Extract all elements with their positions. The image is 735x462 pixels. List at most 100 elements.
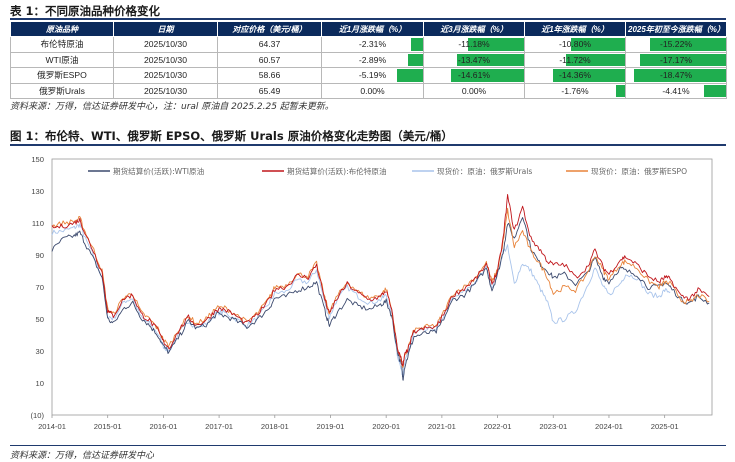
header-price: 对应价格（美元/桶） bbox=[217, 21, 322, 37]
bar-fill bbox=[571, 38, 625, 51]
x-tick-label: 2020-01 bbox=[372, 422, 400, 431]
y-tick-label: 110 bbox=[32, 219, 44, 228]
cell-ytd-text: -17.17% bbox=[659, 54, 692, 65]
cell-date: 2025/10/30 bbox=[113, 82, 218, 99]
y-tick-label: 90 bbox=[36, 251, 44, 260]
x-tick-label: 2018-01 bbox=[261, 422, 289, 431]
x-tick-label: 2016-01 bbox=[149, 422, 177, 431]
cell-1m-text: -5.19% bbox=[358, 70, 387, 81]
series-line bbox=[51, 223, 671, 378]
cell-price: 60.57 bbox=[217, 51, 322, 68]
cell-3m-text: -13.47% bbox=[457, 54, 490, 65]
cell-ytd-change: -17.17% bbox=[625, 51, 727, 68]
cell-name: 俄罗斯Urals bbox=[10, 82, 114, 99]
x-tick-label: 2017-01 bbox=[205, 422, 233, 431]
cell-1m-text: 0.00% bbox=[360, 85, 385, 96]
bar-fill bbox=[456, 53, 524, 66]
oil-price-line-chart: 150 130 110 90 70 50 30 10 (10) 2014-01 2015-01 201… bbox=[30, 155, 713, 431]
legend-entry: 现货价：原油：俄罗斯ESPO bbox=[591, 166, 687, 176]
table-row: 俄罗斯ESPO 2025/10/30 58.66 -5.19% -14.61% … bbox=[10, 67, 727, 84]
plot-frame bbox=[51, 158, 713, 416]
cell-3m-change: -13.47% bbox=[423, 51, 525, 68]
cell-1y-text: -10.80% bbox=[558, 39, 591, 50]
header-date: 日期 bbox=[113, 21, 218, 37]
figure-source-note: 资料来源：万得，信达证券研发中心 bbox=[10, 451, 155, 461]
header-crude-type: 原油品种 bbox=[10, 21, 114, 37]
bar-fill bbox=[640, 53, 726, 66]
legend-entry: 期货结算价(活跃):布伦特原油 bbox=[287, 166, 387, 176]
header-ytd-change: 2025年初至今涨跌幅（%） bbox=[625, 21, 727, 37]
cell-3m-text: -11.18% bbox=[458, 39, 490, 50]
table-row: 布伦特原油 2025/10/30 64.37 -2.31% -11.18% -1… bbox=[10, 36, 727, 53]
bar-fill bbox=[450, 69, 524, 82]
cell-1y-text: -11.72% bbox=[559, 54, 591, 65]
bar-fill bbox=[616, 84, 625, 97]
cell-price: 64.37 bbox=[217, 36, 322, 53]
bar-fill bbox=[408, 53, 423, 66]
bar-fill bbox=[553, 69, 625, 82]
cell-1m-text: -2.31% bbox=[358, 39, 387, 50]
cell-date: 2025/10/30 bbox=[113, 67, 218, 84]
x-tick-label: 2022-01 bbox=[484, 422, 512, 431]
cell-3m-text: 0.00% bbox=[461, 85, 487, 96]
x-tick-label: 2025-01 bbox=[651, 422, 679, 431]
cell-3m-change: 0.00% bbox=[423, 82, 525, 99]
x-tick-label: 2024-01 bbox=[595, 422, 623, 431]
cell-date: 2025/10/30 bbox=[113, 36, 218, 53]
bar-fill bbox=[411, 38, 423, 51]
cell-name: 俄罗斯ESPO bbox=[10, 67, 114, 84]
bar-fill bbox=[633, 69, 726, 82]
cell-name: WTI原油 bbox=[10, 51, 114, 68]
series-line bbox=[51, 193, 710, 366]
legend-entry: 现货价：原油：俄罗斯Urals bbox=[437, 166, 532, 176]
price-change-table: 原油品种 日期 对应价格（美元/桶） 近1月涨跌幅（%） 近3月涨跌幅（%） 近… bbox=[10, 21, 727, 99]
header-1m-change: 近1月涨跌幅（%） bbox=[321, 21, 424, 37]
table-row: WTI原油 2025/10/30 60.57 -2.89% -13.47% -1… bbox=[10, 51, 727, 68]
cell-1m-change: 0.00% bbox=[321, 82, 424, 99]
cell-name: 布伦特原油 bbox=[10, 36, 114, 53]
y-tick-label: 50 bbox=[36, 315, 44, 324]
cell-1m-change: -5.19% bbox=[321, 67, 424, 84]
bar-fill bbox=[468, 38, 524, 51]
y-tick-label: 10 bbox=[36, 379, 44, 388]
cell-ytd-text: -4.41% bbox=[662, 85, 690, 96]
y-tick-label: 30 bbox=[36, 347, 44, 356]
y-tick-label: 150 bbox=[31, 155, 44, 164]
table-title-rule bbox=[10, 18, 726, 20]
y-tick-label: 130 bbox=[31, 187, 44, 196]
figure-bottom-rule bbox=[10, 445, 726, 446]
legend-entry: 期货结算价(活跃):WTI原油 bbox=[113, 166, 204, 176]
cell-ytd-text: -18.47% bbox=[659, 70, 692, 81]
cell-1y-change: -10.80% bbox=[524, 36, 626, 53]
cell-3m-change: -14.61% bbox=[423, 67, 525, 84]
cell-ytd-change: -4.41% bbox=[625, 82, 727, 99]
cell-price: 65.49 bbox=[217, 82, 322, 99]
cell-1m-change: -2.89% bbox=[321, 51, 424, 68]
cell-1y-change: -1.76% bbox=[524, 82, 626, 99]
bar-fill bbox=[649, 38, 726, 51]
x-tick-label: 2019-01 bbox=[317, 422, 345, 431]
header-3m-change: 近3月涨跌幅（%） bbox=[423, 21, 525, 37]
cell-ytd-change: -15.22% bbox=[625, 36, 727, 53]
figure-title-rule bbox=[10, 144, 726, 146]
bar-fill bbox=[703, 84, 726, 97]
x-tick-label: 2015-01 bbox=[94, 422, 122, 431]
table-header-row: 原油品种 日期 对应价格（美元/桶） 近1月涨跌幅（%） 近3月涨跌幅（%） 近… bbox=[10, 21, 727, 37]
table-title: 表 1：不同原油品种价格变化 bbox=[10, 4, 161, 18]
cell-1m-text: -2.89% bbox=[358, 54, 387, 65]
y-tick-label: 70 bbox=[36, 283, 44, 292]
bar-fill bbox=[566, 53, 625, 66]
cell-1y-change: -14.36% bbox=[524, 67, 626, 84]
cell-1y-change: -11.72% bbox=[524, 51, 626, 68]
y-tick-label: (10) bbox=[30, 411, 44, 420]
cell-price: 58.66 bbox=[217, 67, 322, 84]
cell-ytd-text: -15.22% bbox=[659, 39, 692, 50]
x-tick-label: 2023-01 bbox=[539, 422, 567, 431]
cell-3m-change: -11.18% bbox=[423, 36, 525, 53]
figure-title: 图 1：布伦特、WTI、俄罗斯 EPSO、俄罗斯 Urals 原油价格变化走势图… bbox=[10, 129, 453, 143]
table-source-note: 资料来源：万得，信达证券研发中心，注：ural 原油自 2025.2.25 起暂… bbox=[10, 102, 334, 112]
header-1y-change: 近1年涨跌幅（%） bbox=[524, 21, 626, 37]
bar-fill bbox=[396, 69, 423, 82]
cell-3m-text: -14.61% bbox=[457, 70, 490, 81]
cell-date: 2025/10/30 bbox=[113, 51, 218, 68]
